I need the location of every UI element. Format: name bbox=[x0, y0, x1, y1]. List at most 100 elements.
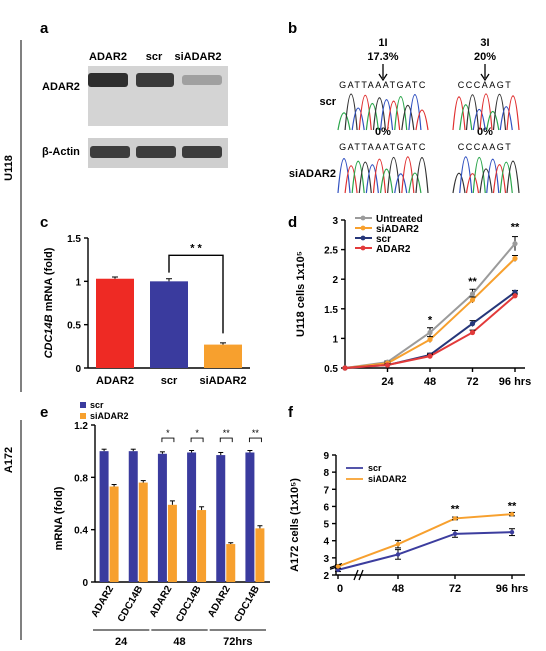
site-si-percent: 0% bbox=[375, 126, 391, 138]
y-tick-label: 5 bbox=[323, 520, 329, 531]
legend-label: scr bbox=[376, 234, 391, 245]
y-axis-label: CDC14B mRNA (fold) bbox=[43, 247, 55, 358]
x-tick-label: 48 bbox=[424, 376, 436, 388]
panel-label-a: a bbox=[40, 20, 49, 37]
y-tick-label: 0 bbox=[82, 578, 88, 589]
u118-side-label: U118 bbox=[3, 155, 15, 181]
data-point bbox=[427, 353, 433, 359]
y-tick-label: 7 bbox=[323, 485, 329, 496]
legend-label: siADAR2 bbox=[90, 411, 129, 421]
chromatogram-peak bbox=[351, 107, 365, 131]
data-point bbox=[512, 241, 518, 247]
x-tick-label: CDC14B bbox=[116, 584, 146, 624]
chromatogram-peak bbox=[365, 103, 379, 131]
significance-marker: * bbox=[195, 428, 199, 438]
chromatogram-peak bbox=[401, 105, 415, 131]
chromatogram-peak bbox=[337, 158, 351, 194]
site-si-percent: 0% bbox=[477, 126, 493, 138]
blot-band bbox=[136, 146, 176, 158]
a172-side-label: A172 bbox=[3, 447, 15, 473]
chart-c: 0 0.5 1 1.5 CDC14B mRNA (fold) ADAR2 scr siADAR… bbox=[43, 234, 250, 387]
data-point bbox=[469, 297, 476, 303]
bar bbox=[109, 486, 119, 582]
data-point bbox=[335, 567, 341, 573]
data-point bbox=[384, 362, 391, 368]
blot-band bbox=[182, 146, 222, 158]
bar bbox=[138, 482, 148, 582]
seq-row-label: siADAR2 bbox=[289, 168, 336, 180]
group-label: 72hrs bbox=[223, 636, 252, 648]
y-axis-label: A172 cells (1x10⁵) bbox=[289, 478, 301, 572]
bar bbox=[128, 451, 138, 582]
legend-marker bbox=[360, 235, 366, 241]
x-tick-label: CDC14B bbox=[174, 584, 204, 624]
x-tick-label: CDC14B bbox=[232, 584, 262, 624]
bar bbox=[216, 455, 226, 582]
chart-f: 2 3 4 5 6 7 8 9 A172 cells (1x10⁵) 0 48 72 96 hrs scr… bbox=[289, 451, 528, 595]
legend-marker bbox=[360, 225, 366, 231]
significance-bracket bbox=[190, 437, 204, 443]
y-tick-label: 1.5 bbox=[67, 234, 81, 245]
legend-marker bbox=[360, 245, 366, 251]
significance-bracket bbox=[248, 437, 262, 443]
chromatogram-peak bbox=[499, 106, 513, 131]
y-tick-label: 4 bbox=[323, 537, 329, 548]
chromatogram-peak bbox=[387, 100, 401, 131]
blot-band bbox=[136, 73, 174, 87]
legend-marker bbox=[360, 215, 366, 221]
panel-label-e: e bbox=[40, 404, 48, 421]
x-tick-label: 0 bbox=[337, 583, 343, 595]
x-tick-label: 48 bbox=[392, 583, 404, 595]
blot-lane-label: siADAR2 bbox=[174, 51, 221, 63]
y-axis-label: mRNA (fold) bbox=[53, 486, 65, 550]
y-tick-label: 2 bbox=[332, 275, 338, 286]
chromatogram-peak bbox=[506, 160, 520, 194]
chromatogram-peak bbox=[401, 156, 415, 194]
x-tick-label: ADAR2 bbox=[148, 584, 175, 620]
series-line bbox=[344, 243, 516, 369]
chromatogram-peak bbox=[365, 164, 379, 194]
bar bbox=[167, 504, 177, 582]
data-point bbox=[452, 531, 458, 537]
bar bbox=[245, 452, 255, 582]
significance-marker: ** bbox=[451, 503, 460, 515]
chromatogram-peak bbox=[492, 93, 507, 131]
chromatogram-peak bbox=[379, 168, 394, 194]
x-tick-label: ADAR2 bbox=[89, 584, 116, 620]
significance-bracket bbox=[219, 437, 233, 443]
significance-marker: * bbox=[428, 315, 433, 327]
legend-label: siADAR2 bbox=[368, 474, 407, 484]
blot-row-label: β-Actin bbox=[42, 146, 80, 158]
chromatogram-peak bbox=[486, 158, 500, 194]
legend-label: Untreated bbox=[376, 214, 423, 225]
seq-row-label: scr bbox=[319, 96, 336, 108]
chromatogram-peak bbox=[452, 96, 466, 131]
chromatogram-peak bbox=[372, 97, 387, 131]
panel-label-c: c bbox=[40, 214, 48, 231]
x-tick-label: ADAR2 bbox=[96, 375, 134, 387]
legend-label: scr bbox=[90, 400, 104, 410]
panel-label-d: d bbox=[288, 214, 297, 231]
site-name: 1I bbox=[378, 37, 387, 49]
y-tick-label: 0.5 bbox=[324, 364, 338, 375]
western-blot: ADAR2 scr siADAR2 ADAR2 β-Actin bbox=[42, 51, 228, 168]
chromatogram-peak bbox=[408, 94, 422, 131]
chromatogram-peak bbox=[344, 165, 358, 194]
chromatogram-peak bbox=[394, 173, 408, 194]
y-tick-label: 3 bbox=[323, 554, 329, 565]
significance-marker: ** bbox=[511, 222, 520, 234]
x-tick-label: 72 bbox=[449, 583, 461, 595]
bar bbox=[204, 344, 242, 368]
series-line bbox=[337, 513, 513, 568]
chromatogram-peak bbox=[459, 104, 473, 131]
data-point bbox=[395, 541, 401, 547]
chromatogram-peak bbox=[479, 168, 493, 194]
data-point bbox=[469, 329, 476, 336]
y-tick-label: 1 bbox=[332, 334, 338, 345]
y-tick-label: 6 bbox=[323, 502, 329, 513]
y-tick-label: 0.4 bbox=[74, 526, 88, 537]
legend-label: scr bbox=[368, 463, 382, 473]
legend-label: siADAR2 bbox=[376, 224, 419, 235]
